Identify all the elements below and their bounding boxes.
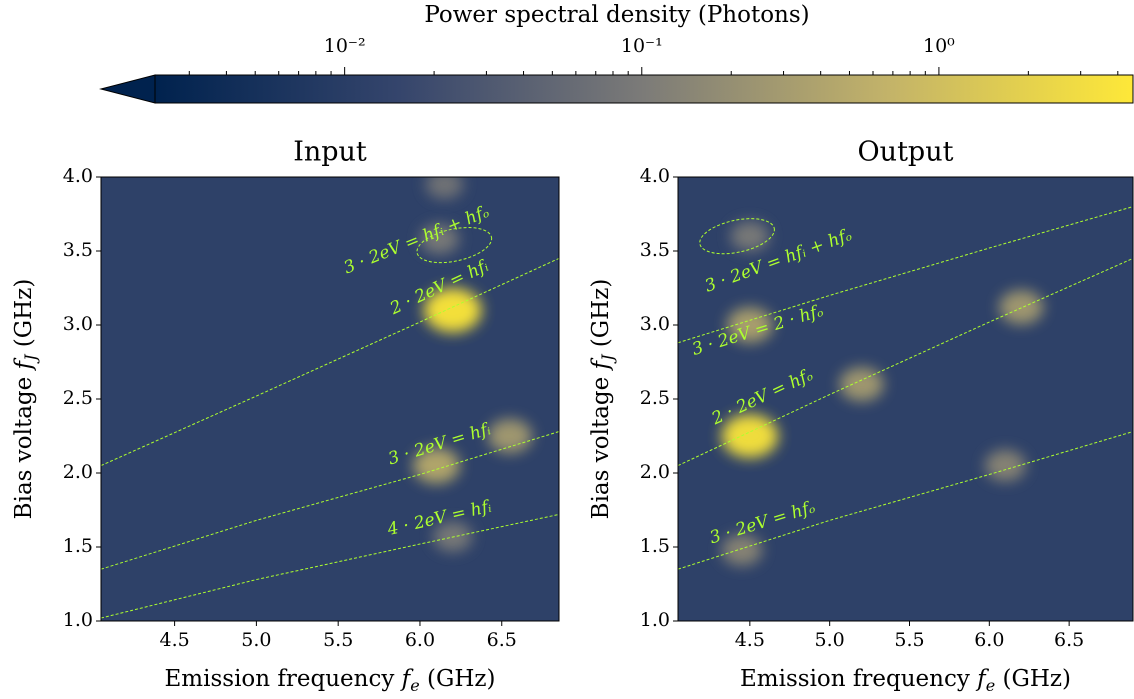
axis-label-part: f	[400, 666, 414, 692]
resonance-curve	[101, 257, 559, 467]
plot-area	[678, 206, 1133, 570]
axis-label-part: Emission frequency	[165, 666, 402, 692]
colorbar	[154, 74, 1134, 104]
axis-label-part: (GHz)	[588, 279, 614, 355]
annotation-ellipse	[416, 227, 493, 264]
colorbar-tick-label: 10⁰	[923, 35, 955, 57]
axis-label-part: Bias voltage	[588, 369, 614, 519]
axis-label: Bias voltage fJ (GHz)	[588, 279, 617, 520]
x-tick-label: 5.0	[241, 629, 271, 651]
axis-label-part: f	[11, 357, 37, 371]
axis-label-part: f	[975, 666, 989, 692]
annotation-ellipse	[699, 218, 775, 255]
hotspot	[839, 367, 884, 402]
axis-label-part: J	[598, 353, 617, 364]
panel-title: Input	[293, 137, 367, 168]
hotspot	[423, 288, 482, 333]
resonance-curve	[678, 206, 1133, 344]
axis-label-part: Bias voltage	[11, 369, 37, 519]
x-tick-label: 5.5	[894, 629, 924, 651]
axis-label: Emission frequency fe (GHz)	[740, 666, 1071, 695]
x-tick-label: 5.0	[815, 629, 845, 651]
hotspot	[984, 449, 1026, 482]
hotspot	[721, 534, 763, 566]
y-tick-label: 2.0	[63, 461, 93, 483]
plot-area	[101, 177, 559, 619]
y-tick-label: 4.0	[640, 165, 670, 187]
x-tick-label: 6.0	[974, 629, 1004, 651]
colorbar-tick-label: 10⁻¹	[621, 35, 663, 57]
axis-label-part: (GHz)	[11, 279, 37, 355]
y-tick-label: 2.0	[640, 461, 670, 483]
colorbar-label: Power spectral density (Photons)	[424, 2, 809, 28]
axis-label-part: J	[21, 353, 40, 364]
x-tick-label: 6.5	[487, 629, 517, 651]
resonance-curve	[678, 257, 1133, 467]
y-tick-label: 3.0	[63, 313, 93, 335]
resonance-curve	[678, 431, 1133, 570]
x-tick-label: 5.5	[323, 629, 353, 651]
resonance-curve	[101, 431, 559, 570]
x-tick-label: 6.5	[1054, 629, 1084, 651]
hotspot	[727, 307, 773, 343]
hotspot	[412, 447, 460, 484]
x-tick-label: 4.5	[159, 629, 189, 651]
y-tick-label: 2.5	[63, 387, 93, 409]
x-tick-label: 6.0	[405, 629, 435, 651]
colorbar-tick-label: 10⁻²	[324, 35, 366, 57]
y-tick-label: 3.5	[640, 239, 670, 261]
hotspot	[730, 221, 770, 252]
axis-label-part: f	[588, 357, 614, 371]
hotspot	[487, 419, 533, 453]
axis-label: Bias voltage fJ (GHz)	[11, 279, 40, 520]
y-tick-label: 2.5	[640, 387, 670, 409]
y-tick-label: 4.0	[63, 165, 93, 187]
axis-label-part: Emission frequency	[740, 666, 977, 692]
axis-label-part: (GHz)	[420, 666, 496, 692]
axis-label: Emission frequency fe (GHz)	[165, 666, 496, 695]
hotspot	[420, 224, 460, 255]
hotspot	[425, 177, 464, 199]
resonance-curve	[101, 513, 559, 619]
axis-label-part: (GHz)	[995, 666, 1071, 692]
y-tick-label: 1.0	[63, 609, 93, 631]
y-tick-label: 1.0	[640, 609, 670, 631]
axis-label-part: e	[986, 676, 995, 695]
panel-title: Output	[858, 137, 954, 168]
colorbar-extension	[99, 74, 156, 104]
y-tick-label: 3.0	[640, 313, 670, 335]
y-tick-label: 1.5	[640, 535, 670, 557]
axis-label-part: e	[410, 676, 419, 695]
y-tick-label: 3.5	[63, 239, 93, 261]
y-tick-label: 1.5	[63, 535, 93, 557]
hotspot	[999, 290, 1044, 325]
x-tick-label: 4.5	[735, 629, 765, 651]
